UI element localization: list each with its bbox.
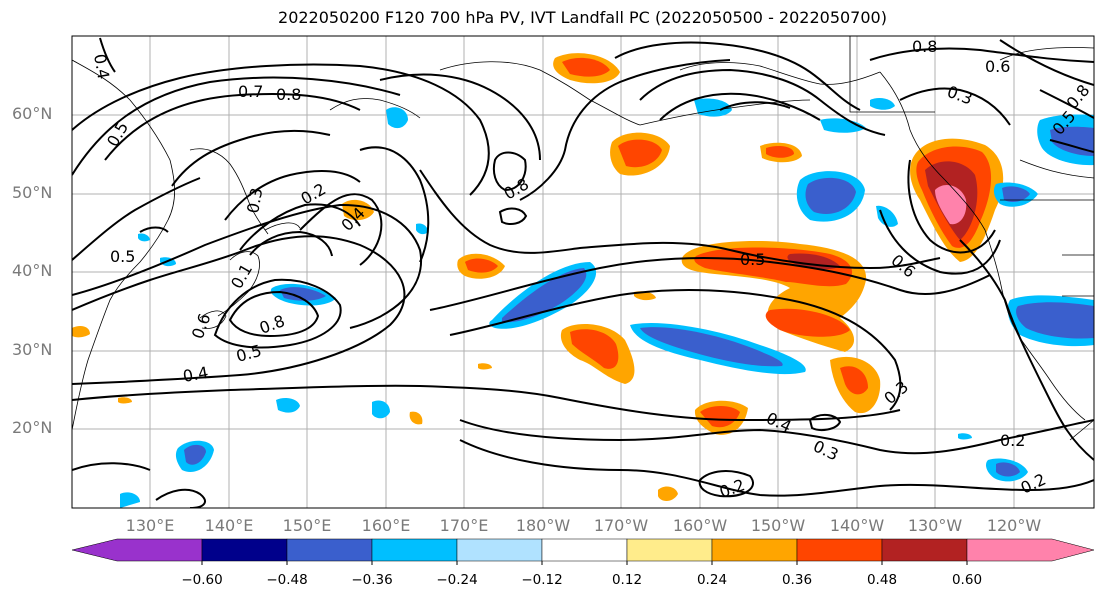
map-frame bbox=[71, 35, 1095, 509]
lon-label-170e: 170°E bbox=[439, 516, 489, 535]
graticule bbox=[72, 36, 1094, 508]
contour-label: 0.5 bbox=[740, 250, 765, 269]
colorbar-tick-label: −0.12 bbox=[521, 572, 563, 588]
colorbar-tick-label: −0.24 bbox=[436, 572, 478, 588]
colorbar bbox=[71, 538, 1095, 562]
contour-label: 0.3 bbox=[243, 186, 266, 214]
colorbar-cell-2 bbox=[286, 538, 373, 562]
contour-label: 0.7 bbox=[238, 82, 263, 101]
lat-label-60n: 60°N bbox=[12, 104, 53, 123]
contour-label: 0.6 bbox=[985, 57, 1010, 76]
contour-label: 0.4 bbox=[90, 52, 113, 80]
colorbar-cell-3 bbox=[371, 538, 458, 562]
positive-anomaly-fills bbox=[72, 53, 1004, 501]
colorbar-tick-label: 0.36 bbox=[781, 572, 813, 588]
colorbar-cell-0 bbox=[71, 538, 203, 562]
lat-label-20n: 20°N bbox=[12, 418, 53, 437]
colorbar-cell-10 bbox=[966, 538, 1095, 562]
lat-label-50n: 50°N bbox=[12, 183, 53, 202]
lon-label-150w: 150°W bbox=[750, 516, 806, 535]
lon-label-140e: 140°E bbox=[204, 516, 254, 535]
colorbar-cell-5 bbox=[541, 538, 628, 562]
contour-label: 0.5 bbox=[110, 247, 135, 266]
colorbar-tick-label: 0.60 bbox=[951, 572, 983, 588]
lat-label-30n: 30°N bbox=[12, 340, 53, 359]
lon-label-130w: 130°W bbox=[907, 516, 963, 535]
lon-label-140w: 140°W bbox=[829, 516, 885, 535]
contour-label: 0.4 bbox=[181, 363, 209, 386]
contour-label: 0.8 bbox=[276, 85, 301, 104]
contour-label: 0.2 bbox=[1000, 431, 1025, 450]
contour-label: 0.8 bbox=[912, 37, 937, 56]
negative-anomaly-fills bbox=[120, 98, 1094, 508]
lon-label-160e: 160°E bbox=[361, 516, 411, 535]
lon-label-130e: 130°E bbox=[125, 516, 175, 535]
lon-label-150e: 150°E bbox=[282, 516, 332, 535]
colorbar-tick-label: −0.60 bbox=[181, 572, 223, 588]
pv-contours bbox=[72, 37, 1094, 508]
colorbar-tick-label: 0.24 bbox=[696, 572, 728, 588]
political-boundaries bbox=[849, 36, 1094, 441]
colorbar-tick-label: 0.12 bbox=[611, 572, 643, 588]
lon-label-160w: 160°W bbox=[672, 516, 728, 535]
colorbar-tick-label: −0.48 bbox=[266, 572, 308, 588]
coastlines bbox=[72, 47, 1094, 431]
colorbar-cell-9 bbox=[881, 538, 968, 562]
map-title: 2022050200 F120 700 hPa PV, IVT Landfall… bbox=[278, 8, 887, 27]
colorbar-ticks bbox=[201, 561, 968, 565]
colorbar-cell-1 bbox=[201, 538, 288, 562]
colorbar-tick-label: 0.48 bbox=[866, 572, 898, 588]
lon-label-180w: 180°W bbox=[515, 516, 571, 535]
colorbar-cell-7 bbox=[711, 538, 798, 562]
colorbar-tick-label: −0.36 bbox=[351, 572, 393, 588]
lat-label-40n: 40°N bbox=[12, 261, 53, 280]
colorbar-cell-6 bbox=[626, 538, 713, 562]
colorbar-cell-8 bbox=[796, 538, 883, 562]
lon-label-120w: 120°W bbox=[986, 516, 1042, 535]
colorbar-cell-4 bbox=[456, 538, 543, 562]
lon-label-170w: 170°W bbox=[593, 516, 649, 535]
